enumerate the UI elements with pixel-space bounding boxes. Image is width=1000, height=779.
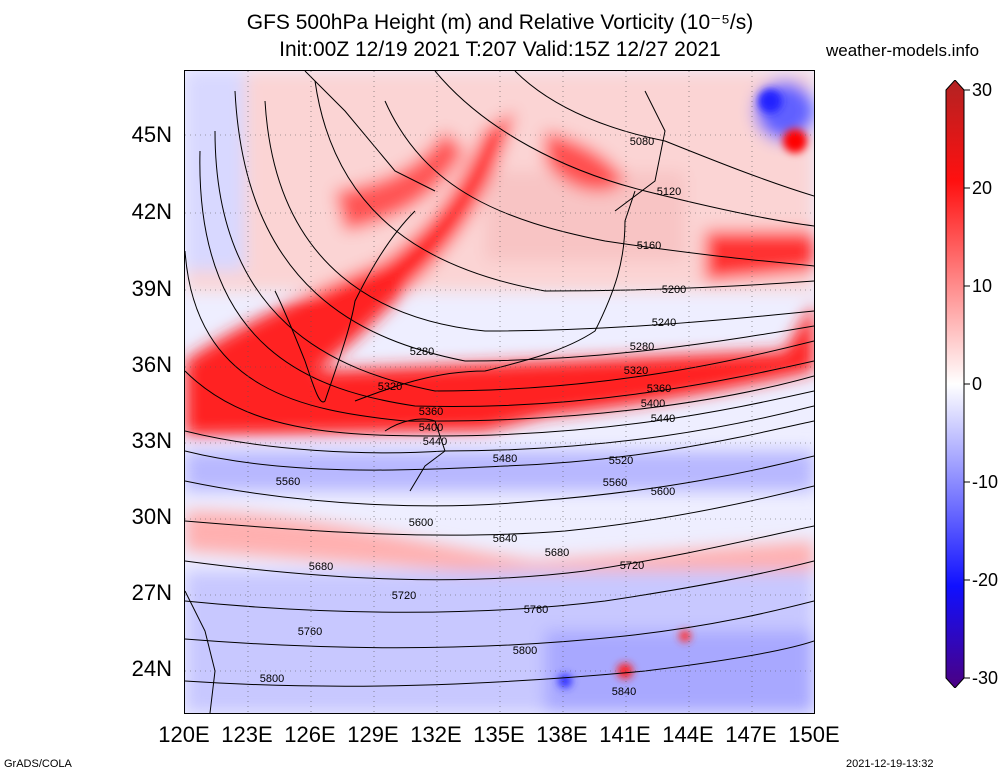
contour-label: 5240 xyxy=(652,317,676,329)
height-contour-line xyxy=(185,600,814,649)
contour-label: 5600 xyxy=(409,517,433,529)
colorbar-label: -10 xyxy=(972,472,999,492)
korea-coast xyxy=(274,210,416,403)
height-contour-line xyxy=(185,405,814,454)
contour-label: 5400 xyxy=(419,422,443,434)
colorbar-label: 0 xyxy=(972,374,983,394)
colorbar-label: 30 xyxy=(972,80,993,100)
lon-label: 129E xyxy=(347,722,399,747)
contour-label: 5560 xyxy=(276,476,300,488)
contour-label: 5800 xyxy=(513,645,537,657)
contour-label: 5840 xyxy=(612,686,636,698)
japan-kyushu-coast xyxy=(384,418,446,492)
contour-label: 5400 xyxy=(641,398,665,410)
contour-label: 5280 xyxy=(630,341,654,353)
contour-label: 5720 xyxy=(620,560,644,572)
chart-title: GFS 500hPa Height (m) and Relative Vorti… xyxy=(246,11,754,34)
contour-label: 5360 xyxy=(419,406,443,418)
height-contour-line xyxy=(234,90,814,362)
height-contour-line xyxy=(185,525,814,581)
contour-label: 5600 xyxy=(651,486,675,498)
lon-label: 126E xyxy=(284,722,336,747)
height-contour-line xyxy=(185,420,814,471)
contour-label: 5440 xyxy=(423,436,447,448)
japan-honshu-coast xyxy=(354,190,636,402)
japan-hokkaido-coast xyxy=(614,90,666,212)
lat-label: 39N xyxy=(131,276,172,301)
height-contour-line xyxy=(314,80,814,292)
contour-label: 5520 xyxy=(609,455,633,467)
vorticity-maxima xyxy=(558,89,807,688)
manchuria-border xyxy=(304,71,436,192)
taiwan-coast xyxy=(185,590,216,713)
lat-label: 30N xyxy=(131,504,172,529)
lon-label: 141E xyxy=(599,722,651,747)
contour-label: 5280 xyxy=(410,346,434,358)
height-contour-line xyxy=(264,100,814,332)
height-contour-line xyxy=(185,455,814,507)
contour-label: 5760 xyxy=(298,626,322,638)
lat-label: 33N xyxy=(131,428,172,453)
footer-timestamp: 2021-12-19-13:32 xyxy=(846,758,934,770)
lon-label: 150E xyxy=(788,722,840,747)
height-contour-line xyxy=(199,150,814,408)
height-contour-line xyxy=(185,485,814,536)
lon-label: 132E xyxy=(410,722,462,747)
lat-label: 27N xyxy=(131,580,172,605)
height-contour-line xyxy=(214,130,814,392)
lat-label: 45N xyxy=(131,122,172,147)
height-contour-line xyxy=(185,640,814,687)
height-contour-line xyxy=(185,250,814,422)
contour-label: 5320 xyxy=(378,381,402,393)
contour-label-group: 5080 5120 5160 5200 5240 5280 5280 5320 … xyxy=(260,136,686,698)
contour-label: 5640 xyxy=(493,533,517,545)
contour-label: 5120 xyxy=(657,186,681,198)
height-contour-line xyxy=(185,560,814,613)
contour-label: 5480 xyxy=(493,453,517,465)
graticule xyxy=(185,71,814,713)
contour-label: 5160 xyxy=(637,240,661,252)
contour-label: 5720 xyxy=(392,590,416,602)
height-contour-line xyxy=(384,100,814,267)
lon-label: 138E xyxy=(536,722,588,747)
lat-label: 42N xyxy=(131,199,172,224)
colorbar-label: -20 xyxy=(972,570,999,590)
lat-label: 24N xyxy=(131,656,172,681)
height-contour-line xyxy=(185,370,814,437)
contour-label: 5800 xyxy=(260,673,284,685)
contour-label: 5680 xyxy=(545,547,569,559)
colorbar-label: 20 xyxy=(972,178,993,198)
lat-label: 36N xyxy=(131,352,172,377)
lon-label: 144E xyxy=(662,722,714,747)
height-contours xyxy=(185,71,814,687)
lon-label: 135E xyxy=(473,722,525,747)
contour-label: 5680 xyxy=(309,561,333,573)
colorbar-label: -30 xyxy=(972,668,999,688)
height-contour-line xyxy=(434,71,814,227)
contour-label: 5320 xyxy=(624,365,648,377)
contour-label: 5360 xyxy=(647,383,671,395)
lon-label: 123E xyxy=(221,722,273,747)
contour-label: 5200 xyxy=(662,284,686,296)
contour-label: 5080 xyxy=(630,136,654,148)
colorbar xyxy=(940,79,970,689)
contour-label: 5440 xyxy=(651,413,675,425)
footer-software: GrADS/COLA xyxy=(4,758,72,770)
colorbar-scale xyxy=(945,79,965,689)
contour-label: 5760 xyxy=(524,604,548,616)
chart-subtitle: Init:00Z 12/19 2021 T:207 Valid:15Z 12/2… xyxy=(279,38,721,61)
coastlines xyxy=(185,71,666,713)
colorbar-label: 10 xyxy=(972,276,993,296)
map-plot-area: 5080 5120 5160 5200 5240 5280 5280 5320 … xyxy=(184,70,815,714)
vorticity-shading xyxy=(185,71,814,713)
contour-label: 5560 xyxy=(603,477,627,489)
height-contour-line xyxy=(514,71,814,197)
vorticity-map: 5080 5120 5160 5200 5240 5280 5280 5320 … xyxy=(185,71,814,713)
lon-label: 120E xyxy=(158,722,210,747)
lon-label: 147E xyxy=(725,722,777,747)
colorbar-graphic xyxy=(945,79,970,689)
site-credit: weather-models.info xyxy=(826,41,980,60)
